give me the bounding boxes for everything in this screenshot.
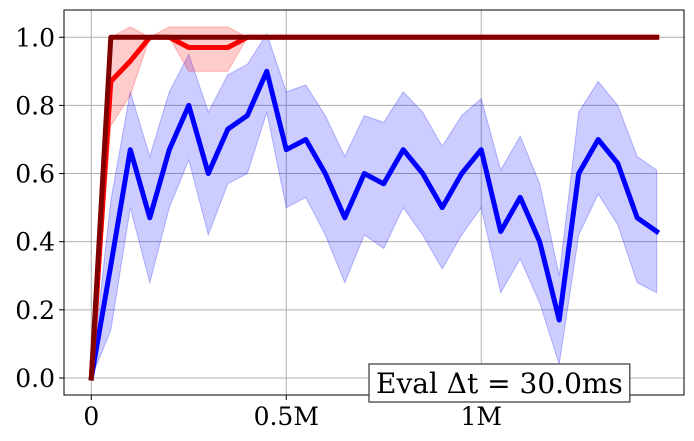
confidence-bands bbox=[90, 26, 658, 379]
series-lines bbox=[88, 34, 661, 381]
y-tick-label: 1.0 bbox=[15, 23, 55, 52]
y-tick-label: 0.8 bbox=[15, 91, 55, 120]
x-tick-label: 1M bbox=[460, 402, 502, 431]
series-2-line bbox=[88, 34, 660, 381]
y-tick-label: 0.2 bbox=[15, 296, 55, 325]
annotation: Eval Δt = 30.0ms bbox=[368, 363, 631, 403]
annotation-box bbox=[368, 363, 631, 403]
y-tick-label: 0.0 bbox=[15, 364, 55, 393]
annotation-text: Eval Δt = 30.0ms bbox=[376, 367, 623, 400]
x-tick-label: 0.5M bbox=[254, 402, 319, 431]
series-0-line bbox=[88, 68, 661, 381]
y-tick-label: 0.6 bbox=[15, 160, 55, 189]
y-tick-label: 0.4 bbox=[15, 228, 55, 257]
tick-labels: 0 0.5M 1M 0.0 0.2 0.4 0.6 0.8 1.0 bbox=[15, 23, 502, 431]
x-tick-label: 0 bbox=[83, 402, 99, 431]
